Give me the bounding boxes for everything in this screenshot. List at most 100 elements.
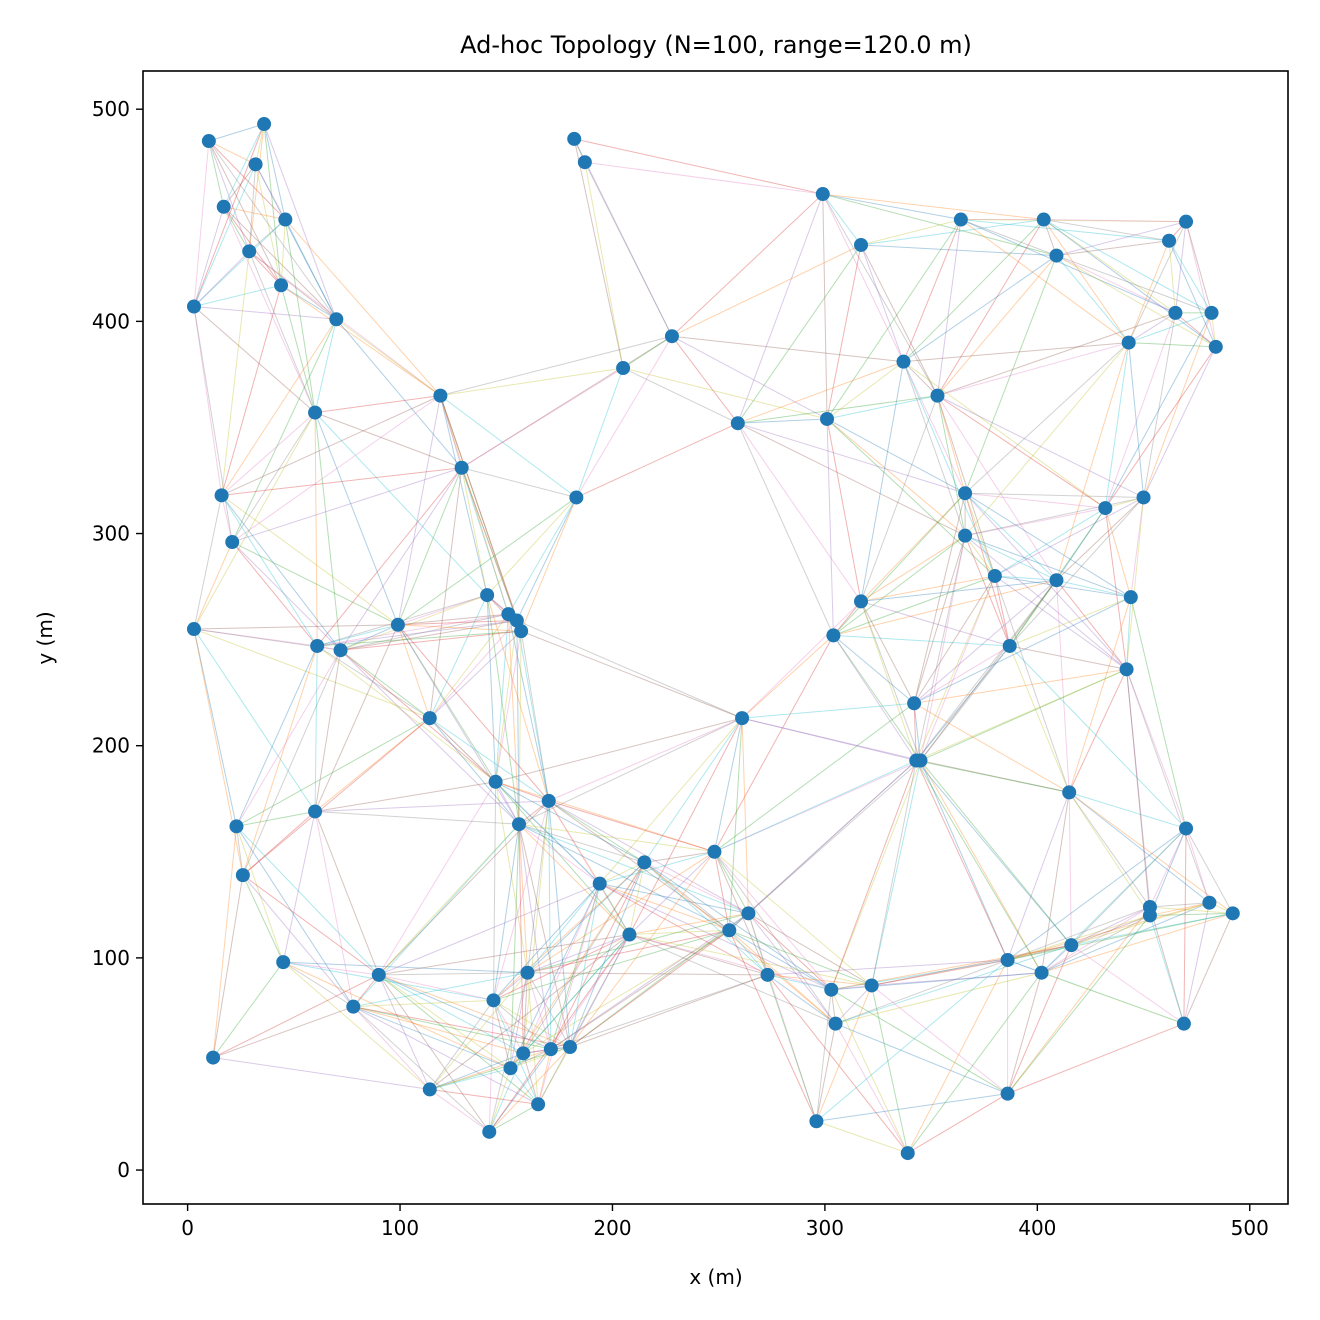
link-edge — [493, 800, 550, 1001]
sensor-node — [809, 1114, 824, 1129]
link-edge — [964, 535, 996, 577]
link-edge — [871, 985, 909, 1154]
link-edge — [495, 614, 509, 782]
link-edge — [282, 811, 316, 963]
link-edge — [397, 624, 522, 632]
link-edge — [193, 306, 223, 496]
sensor-node — [616, 361, 631, 376]
link-edge — [548, 800, 645, 863]
link-edge — [429, 717, 496, 783]
link-edge — [994, 575, 1127, 670]
link-edge — [1183, 913, 1234, 1024]
link-edge — [439, 395, 463, 468]
link-edge — [964, 342, 1130, 494]
link-edge — [314, 645, 318, 812]
link-edge — [920, 668, 1127, 762]
link-edge — [714, 702, 915, 853]
link-edge — [729, 929, 832, 991]
link-edge — [1043, 219, 1170, 242]
link-edge — [193, 628, 316, 812]
link-edge — [510, 883, 601, 1069]
link-edge — [915, 535, 966, 761]
link-edge — [488, 972, 528, 1132]
sensor-node — [278, 212, 293, 227]
link-edge — [826, 244, 862, 420]
link-edge — [748, 912, 832, 991]
link-edge — [964, 255, 1057, 494]
link-edge — [871, 760, 917, 986]
link-edge — [439, 395, 509, 615]
link-edge — [518, 823, 601, 885]
link-edge — [221, 495, 233, 543]
link-edge — [208, 140, 282, 286]
link-edge — [1174, 221, 1187, 313]
link-edge — [960, 219, 1176, 314]
link-edge — [1007, 944, 1072, 961]
link-edge — [284, 219, 337, 320]
link-edge — [315, 810, 520, 825]
link-edge — [826, 395, 938, 420]
link-edge — [816, 959, 1008, 1122]
link-edge — [516, 497, 577, 621]
link-edge — [493, 1000, 511, 1069]
link-edge — [1056, 579, 1131, 598]
link-edge — [575, 367, 624, 498]
link-edge — [584, 161, 823, 195]
link-edge — [527, 972, 768, 976]
link-edge — [936, 395, 966, 536]
link-edge — [903, 361, 966, 536]
link-edge — [737, 395, 938, 424]
link-edge — [826, 418, 966, 494]
link-edge — [1009, 596, 1131, 647]
link-edge — [1009, 497, 1144, 647]
link-edge — [714, 760, 921, 853]
link-edge — [831, 959, 1008, 991]
link-edge — [1056, 255, 1217, 348]
link-edge — [1071, 906, 1151, 946]
sensor-node — [1208, 339, 1223, 354]
sensor-node — [248, 157, 263, 172]
sensor-node — [541, 793, 556, 808]
link-edge — [213, 1057, 430, 1090]
link-edge — [767, 974, 832, 991]
link-edge — [223, 206, 286, 221]
link-edge — [518, 823, 730, 931]
link-edge — [488, 1046, 571, 1133]
link-edge — [860, 600, 1010, 647]
link-edge — [537, 1049, 552, 1105]
link-edge — [599, 883, 730, 931]
link-edge — [488, 1068, 511, 1133]
sensor-node — [186, 622, 201, 637]
link-edge — [671, 193, 824, 337]
sensor-node — [896, 354, 911, 369]
link-edge — [737, 418, 828, 424]
link-edge — [833, 601, 862, 636]
link-edge — [835, 1023, 909, 1154]
link-edge — [316, 645, 496, 783]
link-edge — [832, 635, 921, 761]
link-edge — [913, 703, 917, 761]
link-edge — [510, 1048, 552, 1069]
link-edge — [507, 614, 550, 801]
link-edge — [1128, 342, 1145, 498]
link-edge — [937, 395, 1106, 509]
link-edge — [915, 760, 1043, 973]
link-edge — [728, 930, 817, 1122]
link-edge — [737, 244, 862, 424]
link-edge — [832, 635, 917, 761]
link-edge — [915, 579, 1057, 761]
link-edge — [747, 913, 817, 1122]
link-edge — [548, 800, 571, 1048]
link-edge — [493, 781, 497, 1001]
link-edge — [193, 628, 237, 827]
link-edge — [193, 306, 316, 413]
link-edge — [1071, 944, 1185, 1025]
link-edge — [516, 620, 743, 719]
sensor-node — [308, 804, 323, 819]
link-edge — [1149, 828, 1187, 908]
link-edge — [235, 826, 244, 876]
link-edge — [871, 760, 921, 986]
link-edge — [429, 1052, 524, 1090]
link-edge — [964, 493, 1011, 647]
